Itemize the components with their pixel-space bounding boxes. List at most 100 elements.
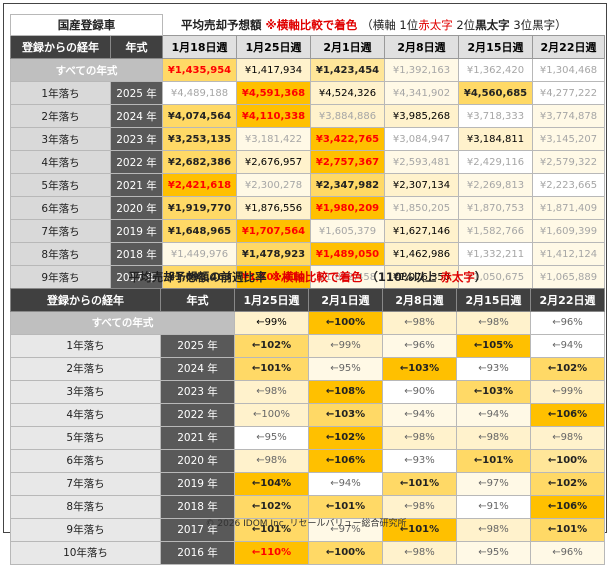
col-header-week: 2月1日週	[308, 287, 383, 312]
value-cell: ←98%	[382, 540, 457, 565]
value-cell: ←101%	[308, 494, 383, 519]
row-label-age: 7年落ち	[10, 219, 111, 243]
value-cell: ←106%	[530, 402, 605, 427]
value-cell: ¥2,307,134	[384, 173, 459, 197]
row-label-all: すべての年式	[10, 310, 235, 335]
row-label-year: 2025 年	[110, 81, 163, 105]
row-label-age: 5年落ち	[10, 173, 111, 197]
row-label-year: 2019 年	[110, 219, 163, 243]
row-label-age: 8年落ち	[10, 494, 161, 519]
value-cell: ←99%	[234, 310, 309, 335]
row-label-age: 4年落ち	[10, 402, 161, 427]
value-cell: ←100%	[308, 540, 383, 565]
value-cell: ¥1,478,923	[236, 242, 311, 266]
table-row: 9年落ち 2017 年 ←101% ←97% ←101% ←98% ←101%	[10, 517, 605, 542]
value-cell: ←101%	[234, 356, 309, 381]
value-cell: ←98%	[382, 310, 457, 335]
value-cell: ¥1,392,163	[384, 58, 459, 82]
value-cell: ←98%	[382, 494, 457, 519]
value-cell: ¥1,876,556	[236, 196, 311, 220]
value-cell: ¥1,304,468	[532, 58, 605, 82]
value-cell: ←90%	[382, 379, 457, 404]
value-cell: ←105%	[456, 333, 531, 358]
row-label-age: 1年落ち	[10, 333, 161, 358]
row-label-age: 2年落ち	[10, 356, 161, 381]
value-cell: ¥2,300,278	[236, 173, 311, 197]
title-legend: （110%以上 赤太字）	[366, 270, 487, 285]
col-header-week: 2月22日週	[530, 287, 605, 312]
row-label-year: 2021 年	[160, 425, 235, 450]
value-cell: ¥2,676,957	[236, 150, 311, 174]
row-label-age: 9年落ち	[10, 265, 111, 289]
row-label-all: すべての年式	[10, 58, 163, 82]
table-title-left: 国産登録車	[10, 14, 163, 36]
title-note: ※横軸比較で着色	[270, 270, 363, 285]
table-title: 平均売却予想額 ※横軸比較で着色 （横軸 1位赤太字 2位黒太字 3位黒字）	[163, 15, 605, 36]
col-header-week: 2月8日週	[384, 35, 459, 59]
value-cell: ¥1,871,409	[532, 196, 605, 220]
value-cell: ¥1,435,954	[162, 58, 237, 82]
table-row: 8年落ち 2018 年 ←102% ←101% ←98% ←91% ←106%	[10, 494, 605, 519]
value-cell: ¥3,884,886	[310, 104, 385, 128]
value-cell: ←103%	[308, 402, 383, 427]
row-label-age: 10年落ち	[10, 540, 161, 565]
value-cell: ←98%	[234, 379, 309, 404]
col-header-week: 1月25日週	[234, 287, 309, 312]
value-cell: ←102%	[530, 471, 605, 496]
value-cell: ←96%	[382, 333, 457, 358]
value-cell: ¥2,429,116	[458, 150, 533, 174]
title-legend: （横軸 1位赤太字 2位黒太字 3位黒字）	[361, 17, 567, 32]
value-cell: ¥3,084,947	[384, 127, 459, 151]
value-cell: ¥3,253,135	[162, 127, 237, 151]
value-cell: ¥4,560,685	[458, 81, 533, 105]
table-row: 1年落ち 2025 年 ¥4,489,188 ¥4,591,368 ¥4,524,326…	[10, 81, 605, 105]
col-header-year: 年式	[160, 287, 235, 312]
value-cell: ←101%	[456, 448, 531, 473]
value-cell: ¥3,718,333	[458, 104, 533, 128]
value-cell: ¥1,582,766	[458, 219, 533, 243]
value-cell: ←99%	[308, 333, 383, 358]
row-label-year: 2022 年	[110, 150, 163, 174]
value-cell: ¥1,648,965	[162, 219, 237, 243]
value-cell: ¥2,347,982	[310, 173, 385, 197]
col-header-week: 2月1日週	[310, 35, 385, 59]
title-note: ※横軸比較で着色	[265, 17, 358, 32]
col-header-week: 2月15日週	[458, 35, 533, 59]
value-cell: ←103%	[456, 379, 531, 404]
table-row: 2年落ち 2024 年 ←101% ←95% ←103% ←93% ←102%	[10, 356, 605, 381]
value-cell: ←95%	[308, 356, 383, 381]
col-header-week: 1月25日週	[236, 35, 311, 59]
value-cell: ¥1,489,050	[310, 242, 385, 266]
value-cell: ¥3,422,765	[310, 127, 385, 151]
value-cell: ←102%	[234, 494, 309, 519]
value-cell: ¥1,332,211	[458, 242, 533, 266]
table-row: 5年落ち 2021 年 ←95% ←102% ←98% ←98% ←98%	[10, 425, 605, 450]
value-cell: ←102%	[530, 356, 605, 381]
row-label-age: 1年落ち	[10, 81, 111, 105]
value-cell: ¥1,462,986	[384, 242, 459, 266]
table-row: すべての年式 ¥1,435,954 ¥1,417,934 ¥1,423,454 ¥1,3…	[10, 58, 605, 82]
row-label-age: 3年落ち	[10, 379, 161, 404]
table-row: 7年落ち 2019 年 ¥1,648,965 ¥1,707,564 ¥1,605,379…	[10, 219, 605, 243]
row-label-year: 2021 年	[110, 173, 163, 197]
value-cell: ¥2,757,367	[310, 150, 385, 174]
row-label-age: 2年落ち	[10, 104, 111, 128]
value-cell: ←94%	[382, 402, 457, 427]
value-cell: ¥1,609,399	[532, 219, 605, 243]
table-row: 4年落ち 2022 年 ←100% ←103% ←94% ←94% ←106%	[10, 402, 605, 427]
row-label-age: 8年落ち	[10, 242, 111, 266]
title-main: 平均売却予想額	[181, 17, 262, 32]
value-cell: ¥1,417,934	[236, 58, 311, 82]
row-label-age: 3年落ち	[10, 127, 111, 151]
report-frame: 国産登録車 平均売却予想額 ※横軸比較で着色 （横軸 1位赤太字 2位黒太字 3…	[3, 3, 607, 565]
row-label-year: 2016 年	[160, 540, 235, 565]
row-label-age: 4年落ち	[10, 150, 111, 174]
value-cell: ←98%	[456, 310, 531, 335]
row-label-age: 6年落ち	[10, 196, 111, 220]
value-cell: ¥4,110,338	[236, 104, 311, 128]
row-label-year: 2020 年	[160, 448, 235, 473]
value-cell: ¥3,985,268	[384, 104, 459, 128]
value-cell: ←100%	[308, 310, 383, 335]
value-cell: ←94%	[308, 471, 383, 496]
table-row: 6年落ち 2020 年 ←98% ←106% ←93% ←101% ←100%	[10, 448, 605, 473]
